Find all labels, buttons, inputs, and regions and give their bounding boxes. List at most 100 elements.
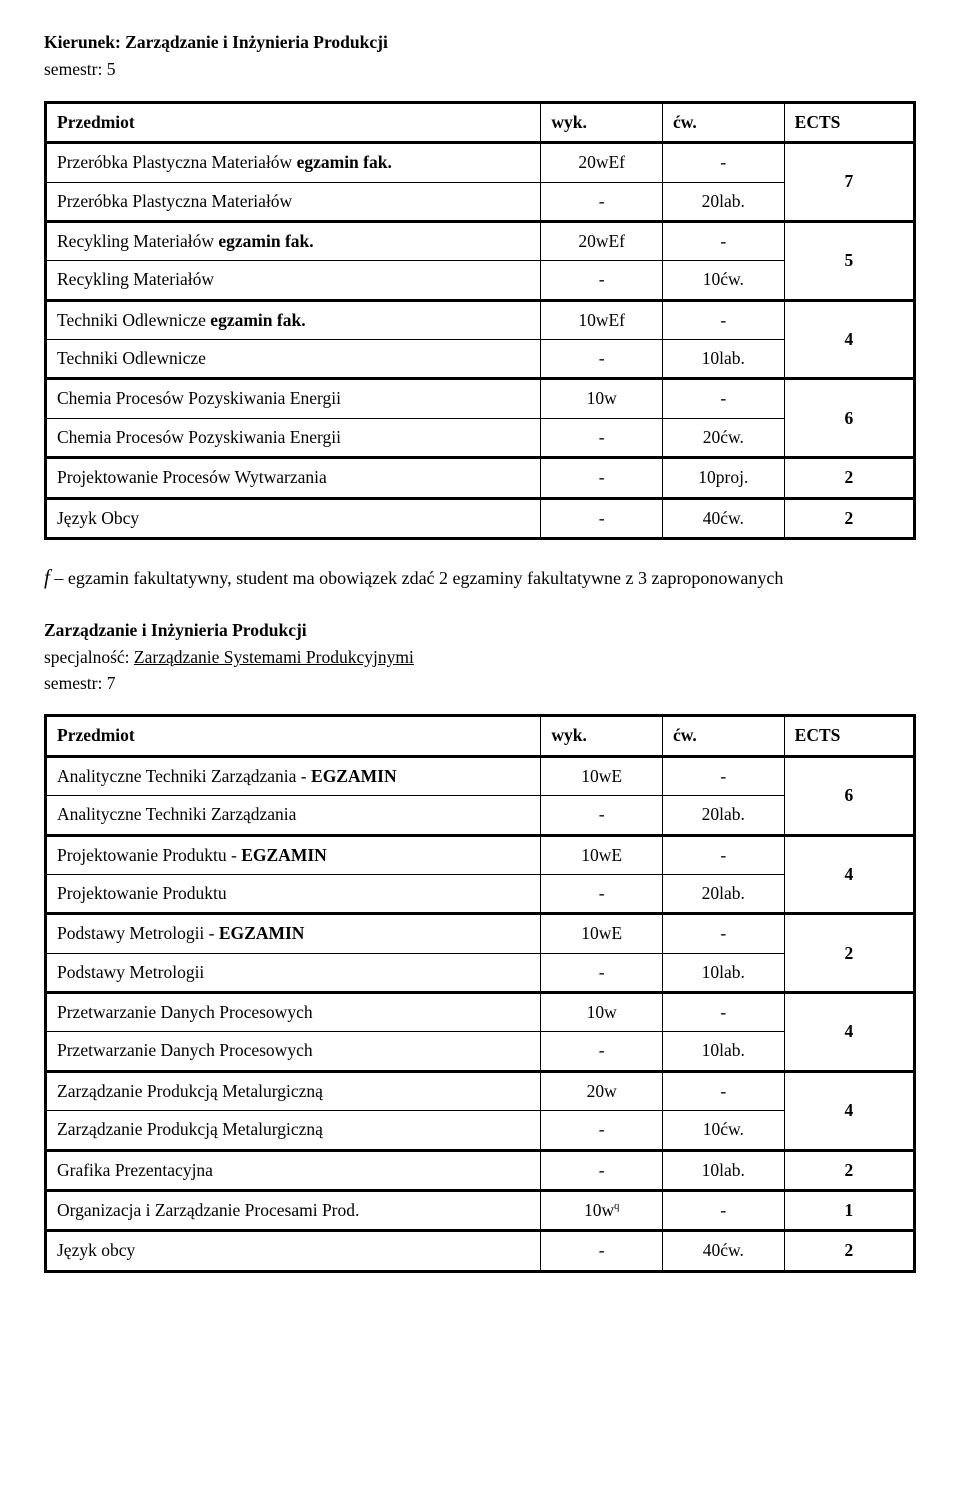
- col-head-cw: ćw.: [662, 716, 784, 756]
- cell-wyk: 10wE: [541, 914, 663, 953]
- cell-cw: -: [662, 756, 784, 795]
- cell-cw: 20lab.: [662, 874, 784, 913]
- cell-wyk: -: [541, 1150, 663, 1190]
- table-sec1: Przedmiot wyk. ćw. ECTS Przeróbka Plasty…: [44, 101, 916, 540]
- cell-ects: 4: [784, 300, 914, 379]
- table-row: Grafika Prezentacyjna - 10lab. 2: [46, 1150, 915, 1190]
- col-head-cw: ćw.: [662, 102, 784, 142]
- cell-wyk: 10wE: [541, 756, 663, 795]
- cell-ects: 4: [784, 835, 914, 914]
- cell-wyk: 20wEf: [541, 143, 663, 182]
- cell-ects: 2: [784, 1231, 914, 1271]
- cell-cw: -: [662, 143, 784, 182]
- cell-cw: 10ćw.: [662, 261, 784, 300]
- table-row: Przetwarzanie Danych Procesowych 10w - 4: [46, 993, 915, 1032]
- table-row: Przeróbka Plastyczna Materiałów egzamin …: [46, 143, 915, 182]
- cell-subject: Techniki Odlewnicze egzamin fak.: [46, 300, 541, 339]
- cell-subject: Podstawy Metrologii - EGZAMIN: [46, 914, 541, 953]
- cell-cw: 10ćw.: [662, 1111, 784, 1150]
- col-head-wyk: wyk.: [541, 102, 663, 142]
- table-sec2: Przedmiot wyk. ćw. ECTS Analityczne Tech…: [44, 714, 916, 1272]
- cell-subject: Przetwarzanie Danych Procesowych: [46, 993, 541, 1032]
- table-row: Podstawy Metrologii - EGZAMIN 10wE - 2: [46, 914, 915, 953]
- cell-subject: Język obcy: [46, 1231, 541, 1271]
- cell-cw: -: [662, 1071, 784, 1110]
- cell-subject: Przetwarzanie Danych Procesowych: [46, 1032, 541, 1071]
- cell-cw: 10lab.: [662, 953, 784, 992]
- cell-ects: 6: [784, 379, 914, 458]
- table-row: Chemia Procesów Pozyskiwania Energii 10w…: [46, 379, 915, 418]
- cell-subject: Techniki Odlewnicze: [46, 340, 541, 379]
- cell-subject: Zarządzanie Produkcją Metalurgiczną: [46, 1111, 541, 1150]
- cell-subject: Przeróbka Plastyczna Materiałów: [46, 182, 541, 221]
- cell-subject: Chemia Procesów Pozyskiwania Energii: [46, 418, 541, 457]
- cell-wyk: 20wEf: [541, 221, 663, 260]
- cell-subject: Analityczne Techniki Zarządzania - EGZAM…: [46, 756, 541, 795]
- section2-spec: specjalność: Zarządzanie Systemami Produ…: [44, 645, 916, 670]
- table-row: Projektowanie Produktu - EGZAMIN 10wE - …: [46, 835, 915, 874]
- table-row: Recykling Materiałów egzamin fak. 20wEf …: [46, 221, 915, 260]
- cell-subject: Recykling Materiałów: [46, 261, 541, 300]
- cell-ects: 7: [784, 143, 914, 222]
- cell-wyk: -: [541, 340, 663, 379]
- table-head-row: Przedmiot wyk. ćw. ECTS: [46, 102, 915, 142]
- cell-subject: Recykling Materiałów egzamin fak.: [46, 221, 541, 260]
- cell-wyk: -: [541, 953, 663, 992]
- footnote-text: – egzamin fakultatywny, student ma obowi…: [50, 568, 784, 588]
- cell-cw: -: [662, 993, 784, 1032]
- cell-wyk: 10wEf: [541, 300, 663, 339]
- cell-wyk: -: [541, 261, 663, 300]
- cell-cw: -: [662, 835, 784, 874]
- cell-wyk: 10w: [541, 993, 663, 1032]
- cell-wyk: -: [541, 458, 663, 498]
- section2-semester: semestr: 7: [44, 671, 916, 696]
- section2-title: Zarządzanie i Inżynieria Produkcji: [44, 618, 916, 643]
- cell-wyk: 10wq: [541, 1190, 663, 1230]
- cell-cw: 40ćw.: [662, 498, 784, 538]
- cell-wyk: -: [541, 874, 663, 913]
- cell-wyk: -: [541, 1231, 663, 1271]
- cell-wyk: 10w: [541, 379, 663, 418]
- cell-ects: 2: [784, 498, 914, 538]
- cell-cw: 40ćw.: [662, 1231, 784, 1271]
- cell-subject: Podstawy Metrologii: [46, 953, 541, 992]
- table-head-row: Przedmiot wyk. ćw. ECTS: [46, 716, 915, 756]
- cell-ects: 4: [784, 1071, 914, 1150]
- cell-cw: -: [662, 914, 784, 953]
- cell-subject: Projektowanie Procesów Wytwarzania: [46, 458, 541, 498]
- cell-subject: Język Obcy: [46, 498, 541, 538]
- cell-ects: 4: [784, 993, 914, 1072]
- table-row: Projektowanie Procesów Wytwarzania - 10p…: [46, 458, 915, 498]
- cell-cw: 10lab.: [662, 1150, 784, 1190]
- cell-cw: -: [662, 1190, 784, 1230]
- cell-cw: 20lab.: [662, 796, 784, 835]
- cell-ects: 1: [784, 1190, 914, 1230]
- cell-cw: 10lab.: [662, 340, 784, 379]
- cell-wyk: -: [541, 418, 663, 457]
- table-row: Zarządzanie Produkcją Metalurgiczną 20w …: [46, 1071, 915, 1110]
- cell-ects: 2: [784, 1150, 914, 1190]
- col-head-wyk: wyk.: [541, 716, 663, 756]
- cell-wyk: 20w: [541, 1071, 663, 1110]
- table-row: Analityczne Techniki Zarządzania - EGZAM…: [46, 756, 915, 795]
- cell-ects: 2: [784, 914, 914, 993]
- cell-cw: 10proj.: [662, 458, 784, 498]
- cell-wyk: -: [541, 1032, 663, 1071]
- cell-cw: -: [662, 221, 784, 260]
- cell-subject: Przeróbka Plastyczna Materiałów egzamin …: [46, 143, 541, 182]
- cell-wyk: -: [541, 182, 663, 221]
- cell-subject: Organizacja i Zarządzanie Procesami Prod…: [46, 1190, 541, 1230]
- col-head-ects: ECTS: [784, 102, 914, 142]
- cell-ects: 6: [784, 756, 914, 835]
- cell-wyk: -: [541, 1111, 663, 1150]
- cell-subject: Projektowanie Produktu - EGZAMIN: [46, 835, 541, 874]
- col-head-subject: Przedmiot: [46, 102, 541, 142]
- cell-subject: Projektowanie Produktu: [46, 874, 541, 913]
- cell-cw: 10lab.: [662, 1032, 784, 1071]
- cell-wyk: -: [541, 498, 663, 538]
- cell-subject: Analityczne Techniki Zarządzania: [46, 796, 541, 835]
- cell-cw: 20lab.: [662, 182, 784, 221]
- cell-cw: 20ćw.: [662, 418, 784, 457]
- footnote: f – egzamin fakultatywny, student ma obo…: [44, 562, 916, 592]
- cell-subject: Chemia Procesów Pozyskiwania Energii: [46, 379, 541, 418]
